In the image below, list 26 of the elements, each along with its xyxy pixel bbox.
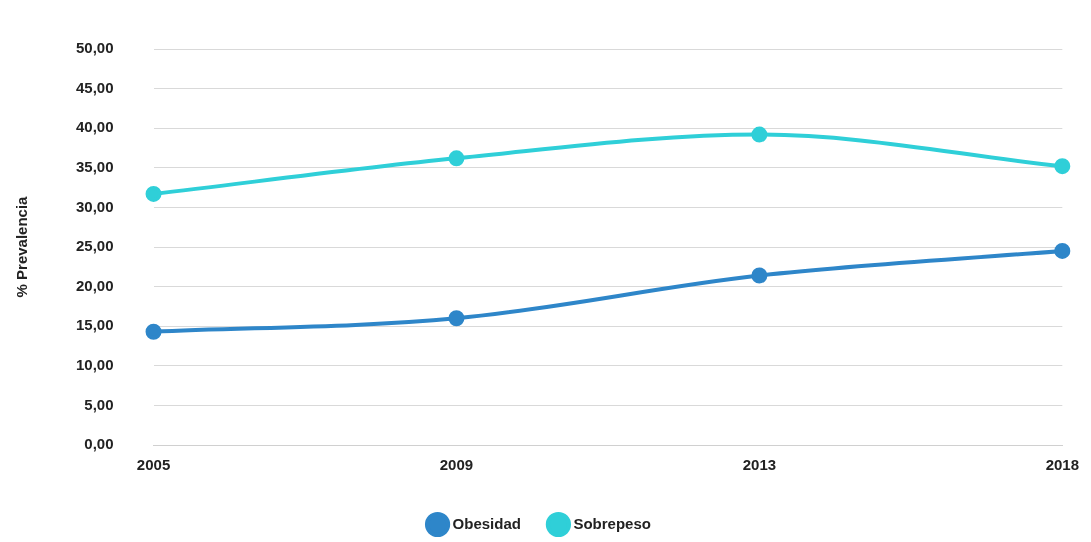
y-tick-label: 50,00 [75, 39, 114, 57]
point [1054, 158, 1071, 175]
x-tick-label: 2005 [136, 456, 171, 474]
legend-label: Obesidad [452, 514, 521, 532]
point [145, 323, 162, 340]
x-tick-label: 2018 [1045, 456, 1079, 474]
y-tick-label: 10,00 [75, 355, 114, 373]
y-axis-title: % Prevalencia [13, 195, 31, 298]
y-tick-label: 40,00 [75, 118, 114, 136]
y-tick-label: 45,00 [75, 78, 114, 96]
point [145, 185, 162, 202]
x-tick-label: 2013 [742, 456, 777, 474]
point [448, 150, 465, 167]
point [448, 310, 465, 327]
point [751, 126, 768, 143]
legend-label: Sobrepeso [573, 514, 651, 532]
point [1054, 242, 1071, 259]
y-tick-label: 30,00 [75, 197, 114, 215]
y-tick-label: 5,00 [84, 395, 114, 413]
y-tick-label: 15,00 [75, 316, 114, 334]
y-tick-label: 35,00 [75, 157, 114, 175]
y-tick-label: 0,00 [84, 435, 114, 453]
point [751, 267, 768, 284]
x-tick-label: 2009 [439, 456, 474, 474]
y-tick-label: 20,00 [75, 276, 114, 294]
y-tick-label: 25,00 [75, 237, 114, 255]
